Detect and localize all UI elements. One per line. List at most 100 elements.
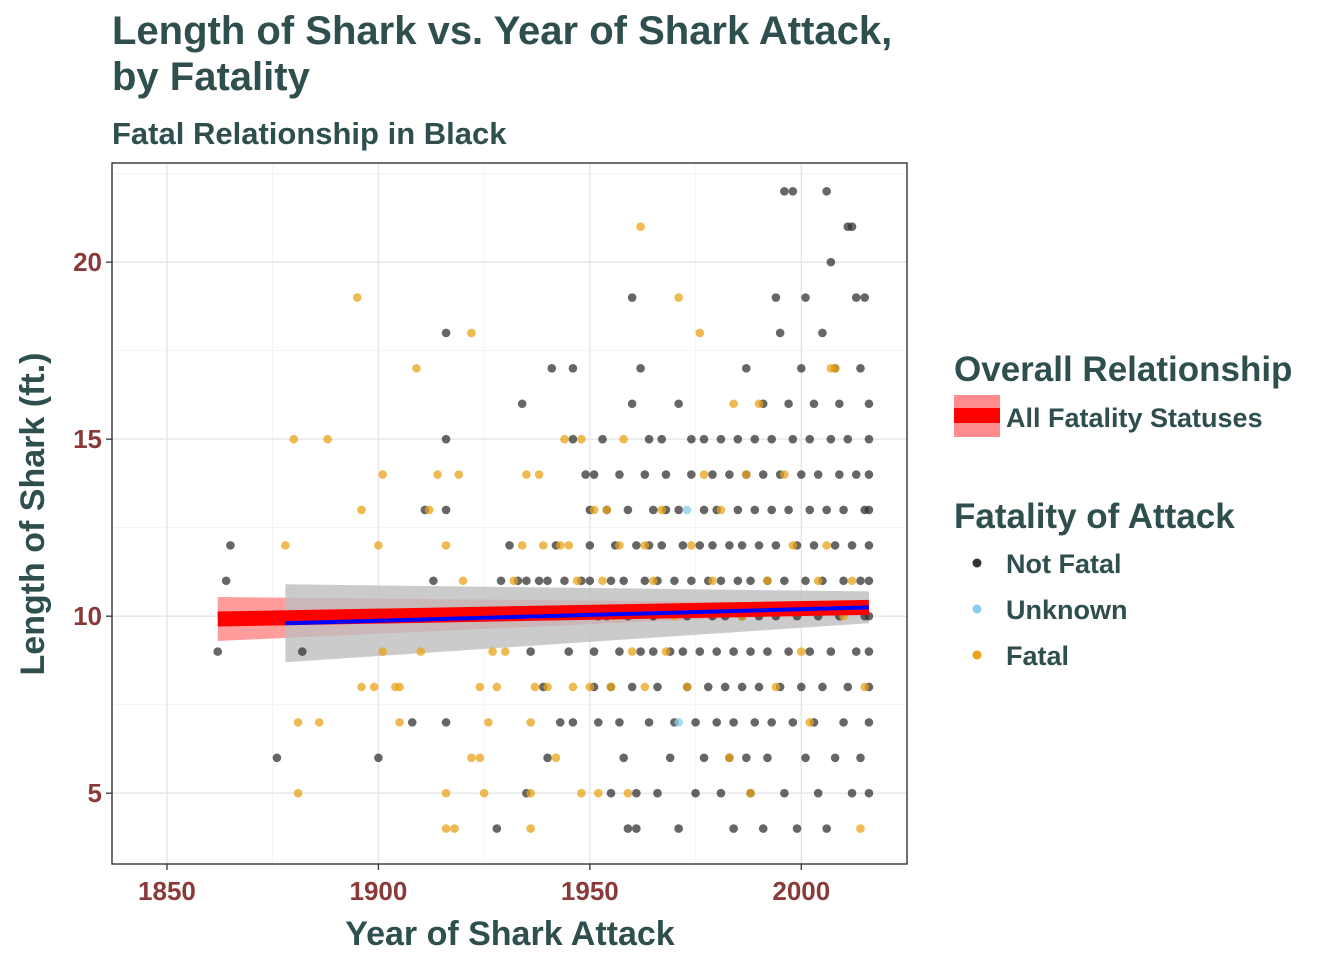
point-fatal [534, 470, 544, 479]
point-fatal [674, 293, 683, 302]
point-unknown [682, 505, 692, 515]
point-not-fatal [729, 718, 738, 727]
point-not-fatal [441, 434, 451, 444]
point-not-fatal [835, 470, 844, 479]
point-not-fatal [623, 505, 633, 515]
point-not-fatal [767, 505, 776, 515]
point-not-fatal [716, 434, 726, 444]
point-not-fatal [407, 718, 417, 727]
point-not-fatal [822, 505, 831, 515]
point-not-fatal [733, 576, 743, 586]
legend: Overall Relationship All Fatality Status… [954, 350, 1292, 671]
point-not-fatal [547, 364, 557, 373]
point-not-fatal [568, 364, 578, 373]
point-not-fatal [644, 718, 654, 727]
x-tick-label: 1900 [349, 876, 407, 906]
point-fatal [289, 434, 299, 444]
point-not-fatal [864, 505, 874, 515]
point-not-fatal [674, 824, 683, 833]
x-axis-label: Year of Shark Attack [345, 915, 675, 953]
point-not-fatal [636, 647, 645, 656]
point-not-fatal [699, 753, 709, 763]
point-not-fatal [750, 505, 760, 515]
fatal-trend-line [285, 605, 869, 626]
point-not-fatal [864, 541, 874, 550]
legend-label-overall: All Fatality Statuses [1006, 403, 1263, 433]
point-fatal [467, 328, 476, 338]
point-not-fatal [568, 718, 578, 727]
point-not-fatal [534, 576, 544, 586]
point-not-fatal [687, 470, 696, 479]
point-not-fatal [568, 434, 578, 444]
point-not-fatal [429, 576, 438, 586]
legend-key-unknown [972, 604, 982, 614]
point-not-fatal [856, 753, 865, 763]
point-not-fatal [750, 718, 760, 727]
point-not-fatal [822, 824, 831, 833]
point-not-fatal [742, 364, 751, 373]
point-not-fatal [708, 541, 717, 550]
point-not-fatal [619, 753, 628, 763]
point-not-fatal [813, 788, 823, 798]
point-fatal [746, 788, 755, 798]
point-not-fatal [221, 576, 231, 586]
point-not-fatal [687, 576, 696, 586]
point-not-fatal [771, 293, 781, 302]
point-not-fatal [839, 718, 848, 727]
point-fatal [522, 470, 531, 479]
x-tick-label: 1850 [138, 876, 196, 906]
point-not-fatal [644, 434, 654, 444]
point-not-fatal [754, 541, 764, 550]
point-not-fatal [615, 647, 624, 656]
y-axis-ticks: 5 10 15 20 [73, 247, 112, 808]
point-fatal [293, 718, 303, 727]
point-fatal [577, 434, 586, 444]
point-not-fatal [788, 434, 798, 444]
point-not-fatal [716, 576, 726, 586]
point-not-fatal [847, 541, 857, 550]
point-not-fatal [657, 541, 667, 550]
point-fatal [416, 647, 425, 656]
point-not-fatal [653, 682, 662, 692]
point-not-fatal [780, 788, 789, 798]
point-not-fatal [492, 824, 502, 833]
point-not-fatal [843, 434, 853, 444]
y-axis-label: Length of Shark (ft.) [14, 353, 52, 676]
point-not-fatal [712, 718, 722, 727]
point-fatal [560, 434, 569, 444]
point-not-fatal [632, 824, 641, 833]
point-not-fatal [856, 576, 865, 586]
point-not-fatal [835, 399, 844, 409]
point-not-fatal [657, 434, 667, 444]
point-not-fatal [648, 647, 658, 656]
point-not-fatal [691, 788, 700, 798]
point-not-fatal [813, 470, 823, 479]
point-fatal [572, 576, 582, 586]
point-not-fatal [716, 788, 726, 798]
point-not-fatal [725, 470, 734, 479]
point-not-fatal [742, 753, 751, 763]
plot-background [112, 163, 907, 864]
point-fatal [636, 222, 645, 232]
point-not-fatal [636, 364, 645, 373]
grid-major [112, 163, 907, 864]
point-fatal [813, 576, 823, 586]
point-not-fatal [792, 824, 802, 833]
point-fatal [374, 541, 383, 550]
point-fatal [640, 541, 650, 550]
point-not-fatal [687, 434, 696, 444]
point-not-fatal [213, 647, 223, 656]
point-not-fatal [665, 753, 675, 763]
grid-minor [112, 163, 907, 864]
point-fatal [458, 576, 468, 586]
point-not-fatal [691, 718, 700, 727]
point-not-fatal [712, 647, 722, 656]
point-not-fatal [640, 576, 650, 586]
point-not-fatal [839, 505, 848, 515]
x-tick-label: 1950 [561, 876, 619, 906]
point-not-fatal [826, 647, 836, 656]
point-not-fatal [543, 576, 552, 586]
point-not-fatal [847, 222, 857, 232]
point-not-fatal [699, 434, 709, 444]
